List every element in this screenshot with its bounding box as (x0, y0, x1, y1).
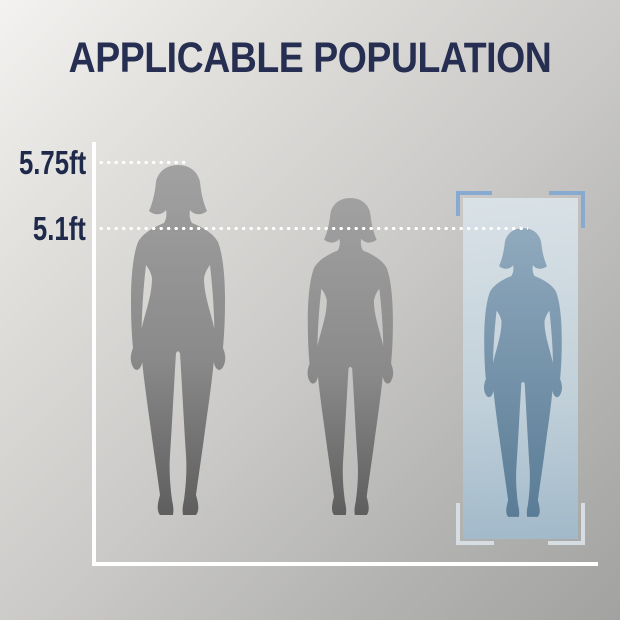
height-label-5-75ft: 5.75ft (18, 144, 86, 181)
mirror-bracket-top-left (456, 191, 492, 216)
page-title: APPLICABLE POPULATION (68, 34, 552, 82)
woman-silhouette-medium (307, 198, 394, 515)
woman-silhouette-tall (130, 165, 226, 515)
axis-y-line (92, 142, 96, 566)
mirror-bracket-top-right (549, 191, 585, 228)
mirror-bracket-bottom-right (548, 503, 585, 545)
axis-x-line (92, 562, 598, 566)
mirror-bracket-bottom-left (456, 503, 494, 545)
height-marker-line-5-1ft (98, 226, 528, 231)
height-marker-line-5-75ft (98, 160, 189, 165)
height-label-5-1ft: 5.1ft (33, 210, 86, 247)
